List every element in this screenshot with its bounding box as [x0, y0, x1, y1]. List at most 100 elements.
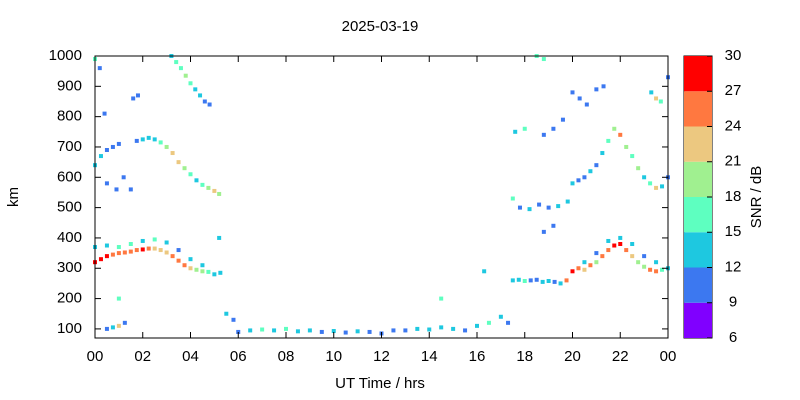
data-point: [588, 169, 593, 174]
marks: [93, 54, 670, 336]
data-point: [606, 138, 611, 143]
y-tick-label: 200: [57, 290, 82, 307]
data-point: [98, 257, 103, 262]
y-axis-label: km: [5, 187, 22, 207]
data-point: [131, 96, 136, 101]
data-point: [128, 187, 133, 192]
x-tick-label: 10: [325, 348, 342, 365]
data-point: [164, 240, 169, 245]
data-point: [660, 267, 665, 272]
data-point: [134, 138, 139, 143]
data-point: [475, 323, 479, 328]
data-point: [565, 199, 570, 204]
x-tick-label: 02: [134, 348, 151, 365]
colorbar-band: [684, 91, 712, 127]
data-point: [170, 151, 175, 156]
data-point: [606, 248, 611, 253]
data-point: [588, 263, 593, 268]
data-point: [212, 188, 217, 193]
data-point: [540, 279, 545, 284]
x-tick-label: 04: [182, 348, 199, 365]
data-point: [498, 314, 503, 319]
data-point: [654, 269, 659, 274]
data-point: [451, 326, 456, 331]
data-point: [463, 328, 468, 333]
x-tick-label: 16: [469, 348, 486, 365]
data-point: [618, 132, 623, 137]
data-point: [174, 60, 179, 65]
data-point: [158, 248, 163, 253]
data-point: [140, 137, 145, 142]
data-point: [510, 196, 515, 201]
data-point: [594, 251, 599, 256]
data-point: [116, 245, 121, 250]
data-point: [541, 57, 546, 62]
data-point: [200, 263, 205, 268]
data-point: [193, 87, 198, 92]
data-point: [570, 181, 575, 186]
data-point: [188, 266, 193, 271]
data-point: [176, 258, 181, 263]
data-point: [158, 140, 163, 145]
data-point: [188, 81, 193, 86]
data-point: [231, 317, 236, 322]
data-point: [612, 243, 617, 248]
y-tick-label: 300: [57, 259, 82, 276]
data-point: [102, 111, 107, 116]
x-tick-label: 18: [516, 348, 533, 365]
data-point: [522, 126, 527, 131]
data-point: [642, 254, 647, 259]
x-axis-label: UT Time / hrs: [335, 375, 425, 392]
data-point: [98, 154, 103, 159]
data-point: [600, 254, 605, 259]
data-point: [104, 326, 109, 331]
data-point: [182, 263, 187, 268]
data-point: [217, 191, 222, 196]
data-point: [654, 185, 659, 190]
data-point: [121, 175, 126, 180]
colorbar-tick-label: 21: [725, 153, 742, 170]
data-point: [152, 137, 157, 142]
data-point: [654, 96, 659, 101]
data-point: [528, 278, 533, 283]
data-point: [630, 254, 635, 259]
data-point: [658, 99, 663, 104]
data-point: [194, 267, 199, 272]
data-point: [202, 99, 207, 104]
data-point: [319, 329, 324, 334]
data-point: [198, 93, 203, 98]
data-point: [660, 184, 665, 189]
x-tick-label: 00: [660, 348, 677, 365]
data-point: [188, 257, 193, 262]
colorbar-tick-label: 27: [725, 82, 742, 99]
data-point: [624, 248, 629, 253]
data-point: [601, 84, 606, 89]
x-tick-label: 06: [230, 348, 247, 365]
data-point: [236, 329, 241, 334]
data-point: [122, 320, 127, 325]
data-point: [606, 238, 611, 243]
data-point: [582, 175, 587, 180]
data-point: [212, 272, 217, 277]
data-point: [600, 151, 605, 156]
data-point: [152, 246, 157, 251]
x-tick-label: 14: [421, 348, 438, 365]
colorbar-tick-label: 24: [725, 117, 742, 134]
data-point: [176, 160, 181, 165]
data-point: [551, 126, 556, 131]
y-tick-label: 100: [57, 320, 82, 337]
y-tick-label: 1000: [49, 47, 82, 64]
y-tick-label: 900: [57, 77, 82, 94]
data-point: [355, 329, 360, 334]
data-point: [552, 279, 557, 284]
data-point: [164, 144, 169, 149]
data-point: [116, 141, 121, 146]
colorbar-tick-label: 9: [729, 294, 737, 311]
data-point: [104, 254, 109, 259]
data-point: [200, 269, 205, 274]
data-point: [218, 270, 223, 275]
data-point: [546, 278, 551, 283]
data-point: [224, 311, 229, 316]
data-point: [636, 166, 641, 171]
data-point: [618, 242, 623, 246]
